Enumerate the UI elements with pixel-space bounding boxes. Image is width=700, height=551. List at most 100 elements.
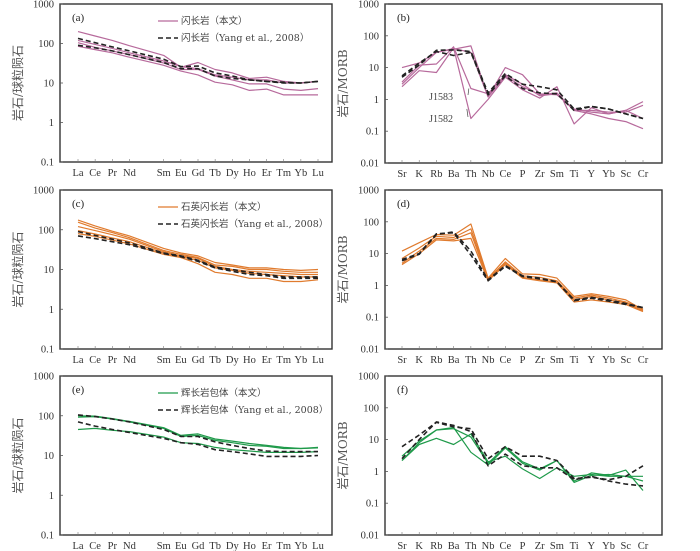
series-line-reference bbox=[401, 421, 644, 481]
x-tick-label: Ho bbox=[243, 355, 256, 366]
x-tick-label: Rb bbox=[430, 355, 442, 366]
y-tick-label: 0.1 bbox=[366, 313, 379, 324]
series-line-reference bbox=[77, 44, 319, 84]
x-tick-label: Yb bbox=[602, 541, 615, 551]
y-tick-label: 0.1 bbox=[366, 127, 379, 138]
x-tick-label: Nb bbox=[482, 169, 495, 180]
panel-d: 0.01 0.1 1 10 100 1000 Sr K Rb Ba Th Nb Ce P Zr Sm Ti Y Yb… bbox=[335, 186, 663, 366]
y-tick-label: 1000 bbox=[33, 186, 54, 197]
plot-frame bbox=[59, 375, 333, 536]
x-tick-label: Sr bbox=[397, 169, 407, 180]
x-tick-label: Tb bbox=[209, 168, 221, 179]
x-tick-label: Pr bbox=[108, 168, 118, 179]
annotation-leader bbox=[467, 88, 470, 96]
x-tick-label: Ba bbox=[448, 169, 460, 180]
panel-tag: (d) bbox=[397, 198, 410, 210]
x-tick-label: Yb bbox=[602, 169, 615, 180]
y-tick-label: 10 bbox=[369, 249, 380, 260]
series-line-this-study bbox=[401, 237, 644, 313]
annotation-leader bbox=[466, 108, 469, 118]
y-tick-label: 1 bbox=[374, 281, 379, 292]
panel-a: 0.1 1 10 100 1000 La Ce Pr Nd Sm Eu Gd Tb Dy Ho Er Tm Yb L… bbox=[10, 0, 333, 179]
panel-f: 0.01 0.1 1 10 100 1000 Sr K Rb Ba Th Nb Ce P Zr Sm Ti Y Yb… bbox=[335, 372, 663, 551]
plot-frame bbox=[384, 375, 663, 536]
x-tick-label: Yb bbox=[294, 355, 307, 366]
series-line-reference bbox=[401, 421, 644, 487]
x-tick-label: Zr bbox=[535, 169, 545, 180]
x-tick-label: P bbox=[520, 169, 526, 180]
x-tick-label: Tb bbox=[209, 355, 221, 366]
x-tick-label: Th bbox=[465, 541, 477, 551]
series-line-this-study bbox=[77, 416, 319, 450]
x-tick-label: Cr bbox=[638, 169, 649, 180]
series-line-this-study bbox=[401, 426, 644, 483]
x-tick-label: Gd bbox=[192, 355, 206, 366]
x-tick-label: Sc bbox=[621, 169, 632, 180]
x-tick-label: Sc bbox=[621, 541, 632, 551]
x-tick-label: Yb bbox=[602, 355, 615, 366]
y-tick-label: 100 bbox=[38, 411, 54, 422]
panel-tag: (f) bbox=[397, 384, 408, 396]
y-tick-label: 100 bbox=[38, 39, 54, 50]
x-tick-label: Sr bbox=[397, 541, 407, 551]
series-line-this-study bbox=[401, 47, 644, 125]
y-tick-label: 10 bbox=[44, 265, 55, 276]
x-tick-label: Nb bbox=[482, 541, 495, 551]
x-tick-label: K bbox=[415, 169, 423, 180]
y-axis-label: 岩石/MORB bbox=[335, 421, 350, 489]
y-tick-label: 100 bbox=[363, 217, 379, 228]
series-line-this-study bbox=[77, 221, 318, 273]
x-tick-label: Cr bbox=[638, 541, 649, 551]
x-tick-label: Zr bbox=[535, 355, 545, 366]
x-tick-label: Eu bbox=[175, 541, 187, 551]
x-tick-label: Nd bbox=[123, 355, 137, 366]
series-line-this-study bbox=[77, 233, 319, 283]
x-tick-label: Dy bbox=[226, 355, 240, 366]
x-tick-label: Dy bbox=[226, 168, 240, 179]
y-axis-label: 岩石/MORB bbox=[335, 235, 350, 303]
x-tick-label: Sm bbox=[550, 541, 564, 551]
x-tick-label: Tb bbox=[209, 541, 221, 551]
x-tick-label: Pr bbox=[108, 355, 118, 366]
x-tick-label: Eu bbox=[175, 168, 187, 179]
y-tick-label: 0.1 bbox=[366, 499, 379, 510]
x-tick-label: Tm bbox=[276, 355, 291, 366]
x-tick-label: Nd bbox=[123, 541, 137, 551]
x-tick-label: Lu bbox=[312, 541, 324, 551]
y-tick-label: 1 bbox=[49, 305, 54, 316]
x-tick-label: Y bbox=[588, 355, 596, 366]
y-tick-label: 1 bbox=[49, 491, 54, 502]
x-tick-label: Yb bbox=[294, 541, 307, 551]
x-tick-label: Ce bbox=[89, 168, 101, 179]
x-tick-label: Gd bbox=[192, 168, 206, 179]
y-tick-label: 0.01 bbox=[361, 345, 379, 356]
y-tick-label: 10 bbox=[369, 435, 380, 446]
y-tick-label: 0.1 bbox=[41, 158, 54, 169]
series-line-this-study bbox=[77, 45, 318, 96]
panel-tag: (a) bbox=[72, 12, 85, 24]
x-tick-label: Th bbox=[465, 355, 477, 366]
x-tick-label: Ho bbox=[243, 541, 256, 551]
x-tick-label: K bbox=[415, 355, 423, 366]
x-tick-label: Zr bbox=[535, 541, 545, 551]
x-tick-label: Sm bbox=[157, 355, 171, 366]
series-line-reference bbox=[77, 414, 318, 453]
y-tick-label: 1000 bbox=[358, 186, 379, 197]
x-tick-label: Ce bbox=[499, 541, 511, 551]
legend-label: 辉长岩包体（Yang et al., 2008） bbox=[181, 404, 328, 416]
y-axis-label: 岩石/球粒陨石 bbox=[10, 45, 25, 121]
x-tick-label: Sm bbox=[157, 168, 171, 179]
y-tick-label: 10 bbox=[44, 451, 55, 462]
x-tick-label: Ti bbox=[570, 169, 579, 180]
x-tick-label: K bbox=[415, 541, 423, 551]
annotation-label: J1582 bbox=[429, 114, 453, 125]
x-tick-label: Th bbox=[465, 169, 477, 180]
y-tick-label: 1000 bbox=[358, 0, 379, 11]
series-line-this-study bbox=[401, 47, 644, 130]
panel-c: 0.1 1 10 100 1000 La Ce Pr Nd Sm Eu Gd Tb Dy Ho Er Tm Yb L… bbox=[10, 186, 333, 366]
x-tick-label: Tm bbox=[276, 168, 291, 179]
x-tick-label: Gd bbox=[192, 541, 206, 551]
x-tick-label: Cr bbox=[638, 355, 649, 366]
x-tick-label: Nb bbox=[482, 355, 495, 366]
